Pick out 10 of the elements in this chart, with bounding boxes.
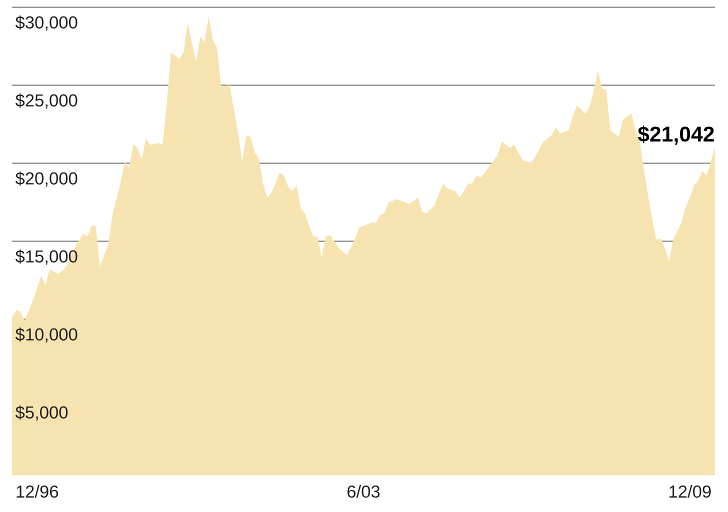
x-tick-label: 12/96	[16, 485, 58, 498]
y-tick-label: $5,000	[15, 406, 68, 421]
annotation: $21,042	[638, 126, 714, 145]
y-tick-label: $15,000	[15, 250, 78, 265]
x-tick-label: 12/09	[670, 485, 711, 498]
x-tick-label: 6/03	[348, 485, 380, 498]
y-tick-label: $20,000	[15, 172, 78, 187]
y-tick-label: $30,000	[15, 16, 78, 31]
y-tick-label: $10,000	[15, 328, 78, 343]
y-tick-label: $25,000	[15, 94, 78, 109]
